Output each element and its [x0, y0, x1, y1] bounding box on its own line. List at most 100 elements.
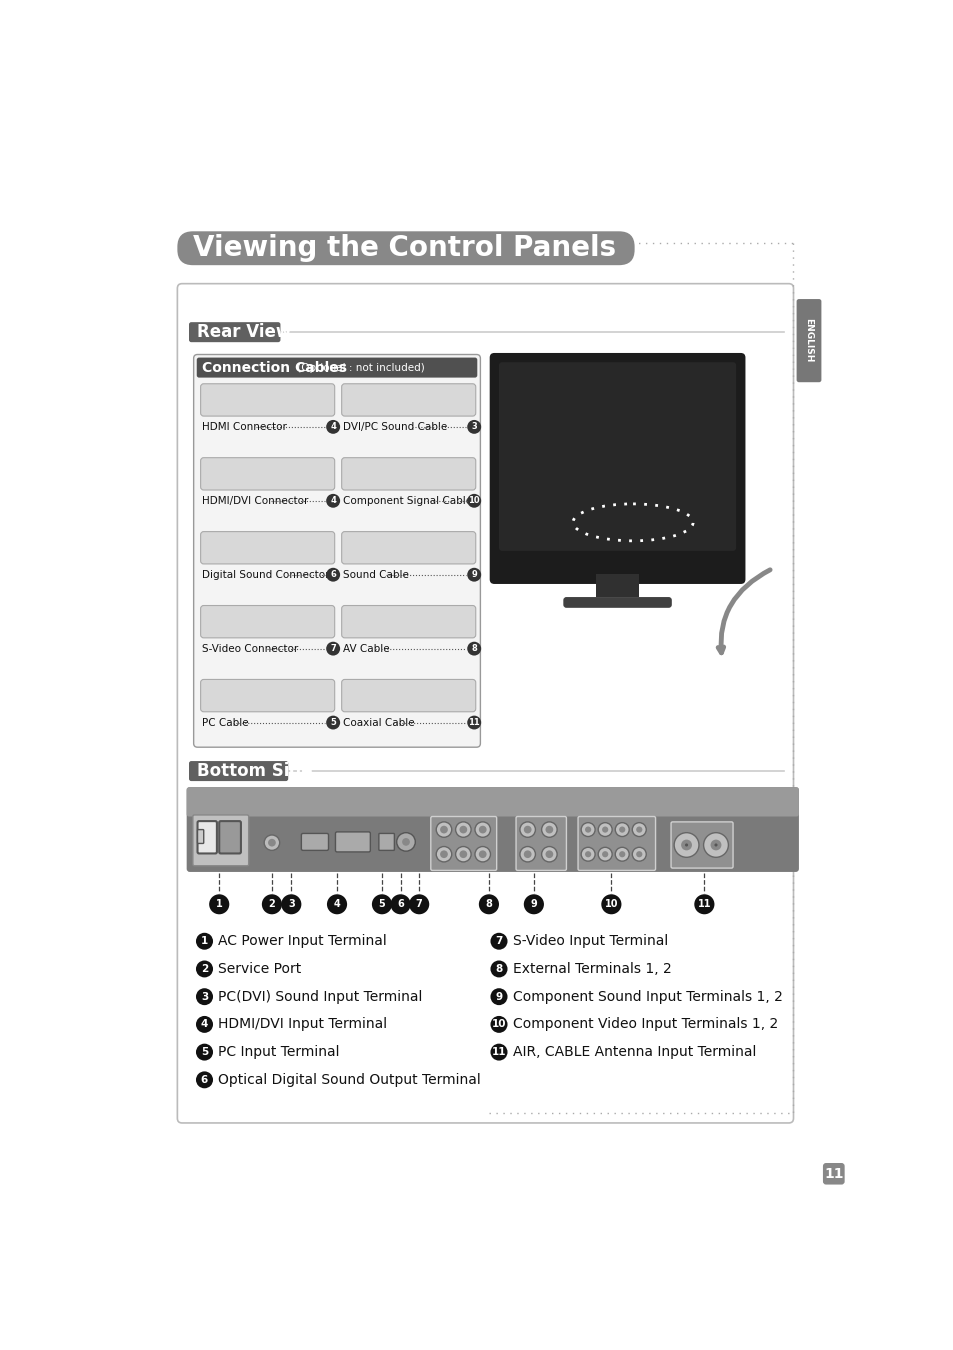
- FancyBboxPatch shape: [341, 606, 476, 637]
- Circle shape: [478, 894, 498, 914]
- Text: PC Cable: PC Cable: [202, 718, 249, 728]
- Circle shape: [680, 840, 691, 850]
- Bar: [596, 574, 639, 597]
- Circle shape: [459, 826, 467, 833]
- Text: Sound Cable: Sound Cable: [343, 570, 409, 579]
- FancyBboxPatch shape: [431, 817, 497, 871]
- Circle shape: [195, 960, 213, 977]
- Circle shape: [541, 822, 557, 837]
- Circle shape: [519, 846, 535, 861]
- Text: ENGLISH: ENGLISH: [803, 319, 813, 363]
- Circle shape: [467, 641, 480, 656]
- FancyBboxPatch shape: [187, 787, 798, 817]
- Circle shape: [601, 826, 608, 833]
- Text: 7: 7: [330, 644, 335, 653]
- Text: Optical Digital Sound Output Terminal: Optical Digital Sound Output Terminal: [218, 1073, 480, 1087]
- Circle shape: [618, 826, 624, 833]
- Text: 11: 11: [823, 1166, 842, 1181]
- Circle shape: [710, 840, 720, 850]
- Text: 4: 4: [334, 899, 340, 910]
- Circle shape: [523, 894, 543, 914]
- FancyBboxPatch shape: [335, 832, 370, 852]
- Circle shape: [545, 826, 553, 833]
- FancyBboxPatch shape: [187, 787, 798, 872]
- Circle shape: [402, 838, 410, 845]
- Circle shape: [439, 826, 447, 833]
- Text: S-Video Input Terminal: S-Video Input Terminal: [513, 934, 667, 948]
- Text: Component Video Input Terminals 1, 2: Component Video Input Terminals 1, 2: [513, 1018, 778, 1031]
- Circle shape: [195, 933, 213, 949]
- Circle shape: [467, 568, 480, 582]
- FancyBboxPatch shape: [177, 231, 634, 265]
- Circle shape: [478, 826, 486, 833]
- Text: AV Cable: AV Cable: [343, 644, 390, 653]
- Text: 9: 9: [495, 992, 502, 1002]
- Text: AIR, CABLE Antenna Input Terminal: AIR, CABLE Antenna Input Terminal: [513, 1045, 756, 1060]
- FancyBboxPatch shape: [200, 679, 335, 711]
- Circle shape: [636, 850, 641, 857]
- Text: 10: 10: [491, 1019, 506, 1030]
- Text: Component Sound Input Terminals 1, 2: Component Sound Input Terminals 1, 2: [513, 990, 782, 1003]
- FancyBboxPatch shape: [200, 458, 335, 490]
- Circle shape: [326, 494, 340, 508]
- Circle shape: [601, 850, 608, 857]
- Circle shape: [694, 894, 714, 914]
- Circle shape: [523, 850, 531, 859]
- Text: HDMI/DVI Input Terminal: HDMI/DVI Input Terminal: [218, 1018, 387, 1031]
- Text: 6: 6: [396, 899, 403, 910]
- FancyBboxPatch shape: [200, 383, 335, 416]
- FancyBboxPatch shape: [197, 830, 204, 844]
- Text: AC Power Input Terminal: AC Power Input Terminal: [218, 934, 387, 948]
- FancyBboxPatch shape: [193, 355, 480, 747]
- Circle shape: [326, 641, 340, 656]
- Circle shape: [372, 894, 392, 914]
- Circle shape: [195, 1044, 213, 1061]
- Text: 5: 5: [330, 718, 335, 728]
- FancyBboxPatch shape: [822, 1162, 843, 1184]
- Text: External Terminals 1, 2: External Terminals 1, 2: [513, 963, 671, 976]
- Bar: [498, 551, 736, 574]
- Circle shape: [475, 846, 490, 861]
- Text: 8: 8: [471, 644, 476, 653]
- Circle shape: [459, 850, 467, 859]
- Text: 4: 4: [330, 423, 335, 432]
- Text: HDMI Connector: HDMI Connector: [202, 423, 287, 432]
- FancyBboxPatch shape: [562, 597, 671, 608]
- Circle shape: [195, 988, 213, 1006]
- Text: Rear View: Rear View: [196, 323, 291, 342]
- Circle shape: [615, 822, 629, 837]
- Circle shape: [281, 894, 301, 914]
- Circle shape: [326, 568, 340, 582]
- Text: 1: 1: [215, 899, 222, 910]
- Circle shape: [584, 850, 591, 857]
- Circle shape: [541, 846, 557, 861]
- Circle shape: [456, 846, 471, 861]
- Circle shape: [409, 894, 429, 914]
- FancyBboxPatch shape: [200, 532, 335, 564]
- Text: 2: 2: [201, 964, 208, 973]
- Circle shape: [261, 894, 282, 914]
- Text: 7: 7: [416, 899, 422, 910]
- Circle shape: [327, 894, 347, 914]
- FancyBboxPatch shape: [219, 821, 241, 853]
- Text: HDMI/DVI Connector: HDMI/DVI Connector: [202, 495, 308, 506]
- Text: 4: 4: [330, 497, 335, 505]
- Circle shape: [618, 850, 624, 857]
- Circle shape: [584, 826, 591, 833]
- Circle shape: [714, 844, 717, 846]
- Text: 9: 9: [471, 570, 476, 579]
- Text: 10: 10: [468, 497, 479, 505]
- FancyBboxPatch shape: [489, 352, 744, 585]
- Text: 3: 3: [201, 992, 208, 1002]
- Text: Digital Sound Connector: Digital Sound Connector: [202, 570, 330, 579]
- Circle shape: [684, 844, 687, 846]
- Text: Bottom Side: Bottom Side: [196, 761, 312, 780]
- Text: 2: 2: [268, 899, 275, 910]
- FancyBboxPatch shape: [670, 822, 732, 868]
- Circle shape: [600, 894, 620, 914]
- Text: 4: 4: [200, 1019, 208, 1030]
- Circle shape: [195, 1072, 213, 1088]
- Text: 8: 8: [495, 964, 502, 973]
- Circle shape: [703, 833, 728, 857]
- Text: Component Signal Cable: Component Signal Cable: [343, 495, 472, 506]
